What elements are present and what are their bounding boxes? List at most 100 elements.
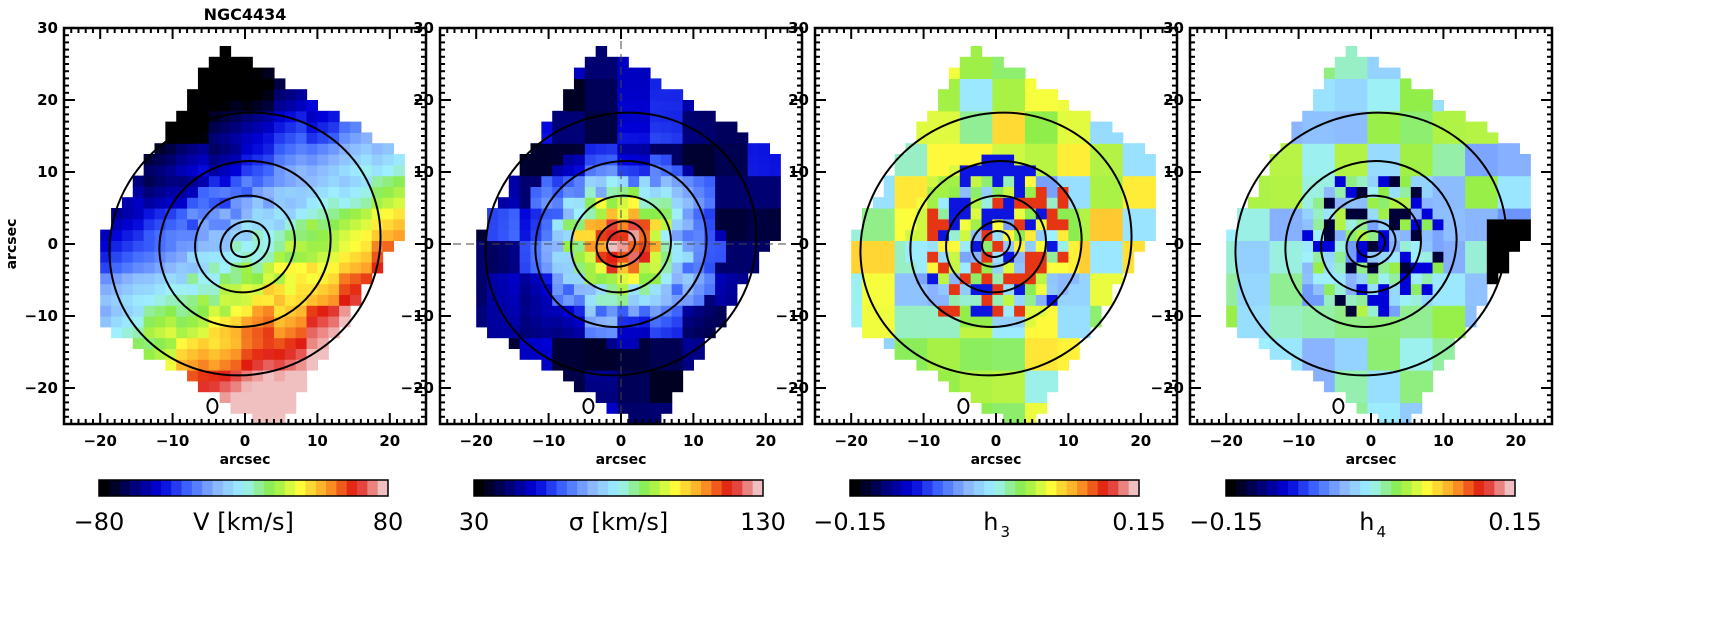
map-cell (992, 218, 1004, 231)
map-cell (1421, 229, 1434, 241)
map-cell (187, 251, 199, 263)
map-cell (1247, 197, 1260, 209)
map-cell (1465, 251, 1477, 263)
map-cell (295, 240, 308, 252)
map-cell (573, 100, 586, 112)
map-cell (563, 218, 575, 231)
map-cell (306, 229, 318, 241)
map-cell (959, 305, 972, 317)
map-cell (1356, 305, 1368, 317)
map-cell (1345, 359, 1358, 371)
map-cell (284, 272, 297, 285)
map-cell (1486, 164, 1499, 177)
map-cell (883, 186, 896, 198)
map-cell (883, 197, 896, 209)
map-cell (1057, 100, 1069, 112)
map-cell (508, 272, 521, 285)
map-cell (606, 100, 618, 112)
map-cell (747, 186, 760, 198)
map-cell (530, 348, 542, 360)
map-cell (111, 305, 123, 317)
map-cell (508, 294, 521, 306)
map-cell (1090, 175, 1102, 187)
x-tick-label: 10 (307, 432, 328, 450)
map-cell (959, 294, 972, 306)
map-cell (959, 272, 972, 285)
map-cell (1057, 164, 1069, 177)
map-cell (295, 121, 308, 133)
map-cell (317, 229, 329, 241)
map-cell (1100, 240, 1113, 252)
map-cell (1497, 251, 1510, 263)
map-cell (970, 294, 983, 306)
map-cell (328, 283, 340, 295)
map-cell (606, 359, 618, 371)
map-cell (219, 294, 232, 306)
map-cell (1323, 359, 1336, 371)
colorbar-segment (1298, 480, 1310, 496)
map-cell (317, 164, 329, 177)
map-cell (628, 262, 640, 274)
map-cell (693, 316, 705, 328)
map-cell (1111, 229, 1124, 241)
map-cell (595, 380, 608, 393)
map-cell (851, 283, 863, 295)
map-cell (371, 197, 384, 209)
map-cell (693, 121, 705, 133)
map-cell (476, 316, 488, 328)
map-cell (1046, 380, 1059, 393)
map-cell (1068, 110, 1080, 123)
colorbar-segment (1308, 480, 1320, 496)
map-cell (1399, 154, 1412, 166)
map-cell (295, 283, 308, 295)
map-cell (1068, 316, 1080, 328)
map-cell (725, 240, 738, 252)
map-cell (1389, 283, 1401, 295)
map-cell (208, 164, 221, 177)
map-cell (1334, 348, 1347, 360)
map-cell (649, 132, 662, 144)
map-cell (230, 208, 242, 220)
map-cell (197, 262, 210, 274)
map-cell (1280, 208, 1292, 220)
map-cell (273, 262, 286, 274)
map-cell (132, 337, 145, 349)
map-cell (1046, 359, 1059, 371)
map-cell (111, 229, 123, 241)
map-cell (154, 305, 166, 317)
map-cell (349, 218, 362, 231)
map-cell (1378, 197, 1390, 209)
map-cell (1410, 380, 1423, 393)
colorbar-segment (346, 480, 358, 496)
map-cell (1378, 272, 1390, 285)
map-cell (1356, 143, 1368, 155)
map-cell (894, 316, 907, 328)
map-cell (584, 175, 597, 187)
map-cell (165, 337, 177, 349)
map-cell (219, 326, 232, 339)
map-cell (872, 262, 885, 274)
map-cell (682, 229, 694, 241)
map-cell (339, 186, 351, 198)
map-cell (1323, 143, 1336, 155)
map-cell (563, 121, 575, 133)
map-cell (725, 283, 738, 295)
map-cell (1014, 262, 1026, 274)
map-cell (981, 132, 993, 144)
map-cell (981, 197, 993, 209)
map-cell (143, 283, 156, 295)
map-cell (197, 337, 210, 349)
map-cell (1410, 121, 1423, 133)
map-cell (273, 402, 286, 414)
y-tick-label: −10 (1151, 307, 1184, 325)
map-cell (758, 154, 771, 166)
map-cell (1079, 305, 1091, 317)
map-cell (628, 305, 640, 317)
map-cell (1291, 262, 1303, 274)
map-cell (1497, 240, 1510, 252)
map-cell (981, 78, 993, 90)
map-cell (1057, 229, 1069, 241)
colorbar-segment (222, 480, 234, 496)
map-cell (628, 208, 640, 220)
map-cell (219, 154, 232, 166)
